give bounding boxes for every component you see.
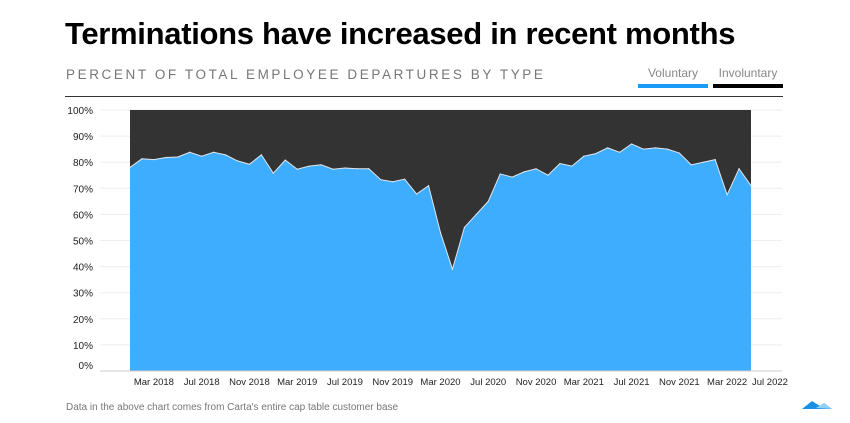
voluntary-point [356, 168, 358, 170]
x-tick-label: Nov 2019 [372, 377, 413, 388]
voluntary-point [308, 165, 310, 167]
voluntary-point [642, 148, 645, 150]
carta-logo-icon [802, 401, 832, 409]
legend-label: Involuntary [718, 66, 778, 80]
legend-swatch-involuntary [713, 84, 783, 88]
x-tick-label: Nov 2018 [229, 377, 270, 388]
voluntary-point [619, 151, 621, 153]
voluntary-point [177, 156, 179, 158]
y-tick-label: 40% [73, 263, 93, 274]
x-tick-label: Jul 2018 [184, 377, 220, 388]
voluntary-point [583, 155, 585, 157]
voluntary-point [499, 173, 501, 175]
voluntary-point [511, 176, 513, 178]
x-tick-label: Nov 2020 [516, 377, 557, 388]
chart-title: Terminations have increased in recent mo… [65, 16, 736, 51]
voluntary-point [475, 213, 477, 215]
voluntary-point [272, 172, 274, 174]
voluntary-point [726, 194, 728, 196]
y-tick-label: 60% [73, 210, 93, 221]
legend-voluntary: Voluntary [638, 66, 708, 88]
x-tick-label: Mar 2021 [564, 377, 604, 388]
voluntary-point [260, 154, 262, 156]
voluntary-point [547, 174, 549, 176]
voluntary-area [130, 143, 751, 371]
voluntary-point [439, 232, 442, 234]
x-tick-label: Jul 2020 [470, 377, 506, 388]
legend-involuntary: Involuntary [713, 66, 783, 88]
voluntary-point [607, 147, 609, 149]
voluntary-point [559, 162, 561, 165]
voluntary-point [463, 226, 465, 229]
voluntary-point [487, 200, 489, 202]
y-tick-label: 50% [73, 237, 93, 248]
x-tick-label: Mar 2022 [707, 377, 747, 388]
voluntary-point [153, 158, 155, 161]
x-tick-label: Mar 2018 [134, 377, 174, 388]
voluntary-point [141, 158, 143, 160]
legend-swatch-voluntary [638, 84, 708, 88]
voluntary-point [404, 178, 406, 180]
voluntary-point [678, 152, 680, 154]
x-tick-label: Mar 2020 [420, 377, 460, 388]
y-tick-label: 0% [79, 361, 94, 372]
header-divider [65, 96, 783, 97]
voluntary-point [714, 158, 716, 161]
y-tick-label: 10% [73, 341, 93, 352]
voluntary-point [296, 168, 298, 170]
y-tick-label: 30% [73, 289, 93, 300]
voluntary-point [702, 161, 704, 163]
voluntary-point [750, 185, 752, 187]
voluntary-point [666, 148, 669, 150]
x-tick-label: Nov 2021 [659, 377, 700, 388]
voluntary-point [212, 151, 215, 153]
voluntary-point [189, 151, 191, 153]
voluntary-point [236, 160, 239, 162]
voluntary-point [284, 159, 286, 161]
involuntary-area [130, 110, 751, 270]
voluntary-point [427, 185, 430, 187]
y-tick-label: 70% [73, 184, 93, 195]
voluntary-point [523, 171, 525, 173]
voluntary-point [416, 193, 418, 195]
area-chart: 0% 10% 20% 30% 40% 50% 60% 70% 80% 90% 100% Mar 201… [67, 106, 788, 388]
voluntary-point [380, 179, 382, 181]
voluntary-point [165, 156, 167, 159]
voluntary-point [248, 163, 251, 165]
voluntary-point [368, 168, 370, 170]
x-tick-label: Jul 2021 [614, 377, 650, 388]
voluntary-point [224, 154, 227, 156]
voluntary-point [654, 147, 657, 149]
voluntary-point [535, 168, 537, 170]
voluntary-point [332, 168, 334, 170]
voluntary-point [738, 168, 740, 170]
footer-note: Data in the above chart comes from Carta… [66, 402, 399, 413]
voluntary-point [451, 268, 454, 270]
voluntary-point [201, 155, 203, 157]
y-tick-label: 100% [67, 106, 93, 117]
voluntary-point [630, 143, 633, 145]
x-tick-label: Mar 2019 [277, 377, 317, 388]
voluntary-point [690, 164, 692, 166]
y-tick-label: 20% [73, 315, 93, 326]
voluntary-point [595, 152, 597, 155]
legend-label: Voluntary [647, 66, 699, 80]
x-tick-label: Jul 2022 [752, 377, 788, 388]
voluntary-point [129, 166, 131, 169]
voluntary-point [392, 181, 394, 183]
voluntary-point [344, 167, 346, 169]
y-tick-label: 90% [73, 132, 93, 143]
voluntary-point [320, 164, 322, 166]
x-tick-label: Jul 2019 [327, 377, 363, 388]
chart-subtitle: PERCENT OF TOTAL EMPLOYEE DEPARTURES BY … [66, 67, 546, 82]
y-tick-label: 80% [73, 158, 93, 169]
voluntary-point [571, 165, 573, 167]
